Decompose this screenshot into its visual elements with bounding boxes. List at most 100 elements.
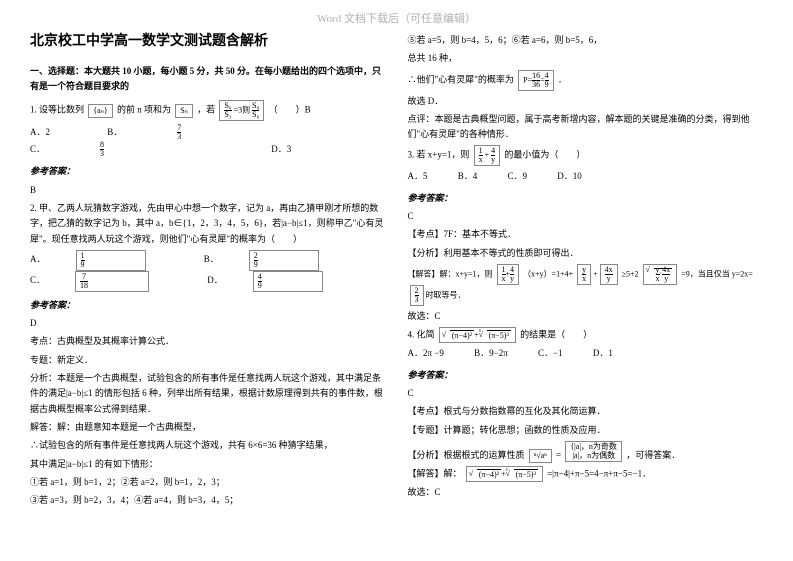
q3b4n: 4x [605, 266, 613, 274]
q1-text-d: （ ）B [269, 105, 311, 115]
q1-b-d: 3 [177, 132, 181, 141]
q1-choices: A．2 B．73 C．83 D．3 [30, 124, 386, 158]
q2-ans-label: 参考答案： [30, 298, 386, 313]
q4-kaodian: 【考点】根式与分数指数幂的互化及其化简运算． [408, 404, 764, 419]
q3-f2d: y [491, 155, 495, 164]
q3b2n: 4 [510, 266, 514, 274]
q2-prob-tail: ． [558, 74, 567, 84]
q3t2d: 3 [415, 295, 419, 304]
q2-jieda-1: 解答：解：由题意知本题是一个古典概型， [30, 420, 386, 435]
q4-guxuan: 故选：C [408, 485, 764, 500]
q2-stem: 2. 甲、乙两人玩猜数字游戏，先由甲心中想一个数字，记为 a，再由乙猜甲刚才所想… [30, 201, 386, 247]
q1-text-a: 1. 设等比数列 [30, 105, 84, 115]
q3-f1n: 1 [479, 147, 483, 155]
q3-ans-label: 参考答案： [408, 191, 764, 206]
q2-c-n: 7 [80, 273, 88, 281]
q2-choice-c: C．718 [30, 271, 177, 292]
q3-jd-box3: 4xy [600, 264, 618, 285]
q3-fenxi: 【分析】利用基本不等式的性质即可得出． [408, 246, 764, 261]
q3-choice-b: B．4 [458, 169, 478, 184]
q4-sqrt2: (π−5)³ [487, 330, 511, 340]
q1-choice-b: B．73 [107, 124, 291, 141]
q3-f2n: 4 [491, 147, 495, 155]
q4-fenxi: 【分析】根据根式的运算性质 ⁿ√aⁿ = {|a|，n为奇数 |a|，n为偶数 … [408, 441, 764, 463]
right-column: ⑤若 a=5，则 b=4，5，6；⑥若 a=6，则 b=5，6， 总共 16 种… [408, 30, 764, 511]
q2-zhuanti: 专题：新定义． [30, 353, 386, 368]
q3-jd-ge: ≥5+2 [622, 269, 639, 278]
q4-sqrt1: (π−4)² [450, 330, 474, 340]
doc-title: 北京校工中学高一数学文测试题含解析 [30, 30, 386, 54]
q2-jieda-8: ∴他们"心有灵犀"的概率为 P=1636=49 ． [408, 70, 764, 91]
q2-jieda-7: 总共 16 种， [408, 51, 764, 66]
q4fx2a: |a|，n为奇数 [574, 442, 617, 451]
q4-ans-label: 参考答案： [408, 368, 764, 383]
q4-fx-box1: ⁿ√aⁿ [529, 449, 552, 463]
q2-b-d: 9 [254, 260, 258, 269]
q2-choice-a: A．19 [30, 250, 174, 271]
q4-jd-b: =|π−4|+π−5=4−π+π−5=−1． [547, 469, 651, 479]
q3-text-b: 的最小值为（ ） [504, 150, 585, 160]
q2-a-n: 1 [81, 252, 85, 260]
q3-jieda: 【解答】解：x+y=1，则 1x+4y （x+y）=1+4+ yx+4xy ≥5… [408, 264, 764, 306]
q4-choices: A．2π −9 B．9−2π C．−1 D．1 [408, 346, 764, 361]
q1-c-d: 3 [100, 149, 104, 158]
q4-box: (π−4)²+³(π−5)³ [439, 327, 516, 343]
q2-p-d1: 36 [532, 80, 540, 89]
q1-b-n: 7 [177, 124, 181, 132]
section-1-heading: 一、选择题：本大题共 10 小题，每小题 5 分，共 50 分。在每小题给出的四… [30, 64, 386, 95]
q1-text-b: 的前 n 项和为 [117, 105, 171, 115]
q1-c-n: 8 [100, 141, 104, 149]
q3b3d: x [582, 274, 586, 283]
q1-box-an: {aₙ} [88, 104, 112, 118]
q3-guxuan: 故选：C [408, 309, 764, 324]
q4-text-b: 的结果是（ ） [520, 330, 592, 340]
q3b3n: y [582, 266, 586, 274]
q3-jd-tail: =9，当且仅当 y=2x= [681, 269, 753, 278]
q1-eq-mid: =3则 [234, 106, 251, 115]
q2-p-n2: 4 [545, 72, 549, 80]
q3t2n: 2 [415, 287, 419, 295]
q1-stem: 1. 设等比数列 {aₙ} 的前 n 项和为 Sₙ ，若 S₆S₃ =3则 S₉… [30, 100, 386, 121]
q2-b-label: B． [204, 252, 219, 267]
q3-choice-c: C．9 [508, 169, 528, 184]
q1-box-sn: Sₙ [175, 104, 193, 118]
q4-jd-s2: (π−5)³ [514, 469, 538, 479]
q1-choice-d: D．3 [271, 142, 291, 157]
q2-jieda-5: ③若 a=3，则 b=2，3，4；④若 a=4，则 b=3，4，5； [30, 493, 386, 508]
q3-answer: C [408, 209, 764, 224]
q2-d-n: 4 [258, 273, 262, 281]
q4fx2b: |a|，n为偶数 [572, 451, 615, 460]
q2-jieda-4: ①若 a=1，则 b=1，2；②若 a=2，则 b=1，2，3； [30, 475, 386, 490]
q4-text-a: 4. 化简 [408, 330, 435, 340]
q3s2n: 4x [662, 266, 670, 274]
q4-choice-c: C．−1 [538, 346, 563, 361]
q1-choice-a: A．2 [30, 125, 50, 140]
q1-answer: B [30, 183, 386, 198]
q3-choices: A．5 B．4 C．9 D．10 [408, 169, 764, 184]
q3-jd-sqrt: yx·4xy [643, 264, 678, 285]
q1-choice-c: C． 83 [30, 141, 214, 158]
q4-fx-a: 【分析】根据根式的运算性质 [408, 450, 525, 460]
q2-jieda-2: ∴试验包含的所有事件是任意找两人玩这个游戏，共有 6×6=36 种猜字结果， [30, 438, 386, 453]
q1-c-label: C． [30, 142, 45, 157]
q2-a-d: 9 [81, 260, 85, 269]
q3-stem: 3. 若 x+y=1，则 1x + 4y 的最小值为（ ） [408, 145, 764, 166]
q2-fenxi: 分析：本题是一个古典概型，试验包含的所有事件是任意找两人玩这个游戏，其中满足条件… [30, 371, 386, 417]
q4-zhuanti: 【专题】计算题；转化思想；函数的性质及应用． [408, 423, 764, 438]
q2-prob-box: P=1636=49 [518, 70, 553, 91]
q4-jd-a: 【解答】解： [408, 469, 462, 479]
q2-jieda-3: 其中满足|a−b|≤1 的有如下情形： [30, 457, 386, 472]
q1-frac2-d: S₆ [252, 110, 259, 119]
q1-text-c: ，若 [197, 105, 215, 115]
q2-dianping: 点评：本题是古典概型问题，属于高考新增内容，解本题的关键是准确的分类，得到他们"… [408, 112, 764, 143]
q2-p-n1: 16 [532, 72, 540, 80]
q3-tail-frac: 23 [410, 285, 424, 306]
q2-d-label: D． [207, 273, 223, 288]
q4-fx-mid: = [556, 450, 561, 460]
q2-choices: A．19 B．29 C．718 D．49 [30, 250, 386, 292]
q2-p-d2: 9 [545, 80, 549, 89]
q4-choice-a: A．2π −9 [408, 346, 444, 361]
q3-jd-a: 【解答】解：x+y=1，则 [408, 269, 493, 278]
q4-answer: C [408, 386, 764, 401]
q1-ans-label: 参考答案： [30, 164, 386, 179]
